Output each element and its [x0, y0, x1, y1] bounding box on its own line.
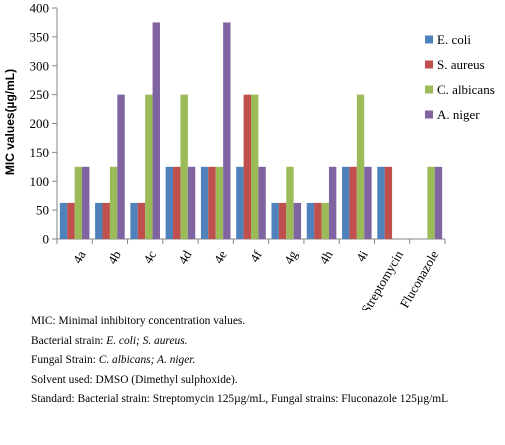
x-category-label: 4b: [104, 248, 123, 267]
bar: [215, 166, 224, 239]
y-tick-label: 100: [30, 174, 50, 189]
bar: [165, 166, 174, 239]
bar: [130, 202, 138, 239]
bar: [258, 166, 266, 239]
legend-swatch: [425, 35, 433, 44]
legend-label: C. albicans: [437, 82, 495, 97]
bar: [427, 166, 435, 239]
bar: [251, 94, 259, 239]
note-fungal-value: C. albicans; A. niger.: [98, 354, 196, 366]
bar: [377, 166, 385, 239]
y-tick-label: 200: [30, 116, 50, 131]
x-category-label: 4c: [140, 248, 159, 266]
y-tick-label: 50: [36, 203, 49, 218]
y-tick-label: 350: [30, 29, 50, 44]
bar: [137, 202, 146, 239]
bar: [321, 202, 329, 239]
note-standard: Standard: Bacterial strain: Streptomycin…: [31, 393, 449, 405]
y-tick-label: 150: [30, 145, 50, 160]
bar: [236, 166, 244, 239]
bar: [364, 166, 372, 239]
legend-label: E. coli: [437, 32, 471, 47]
note-mic: MIC: Minimal inhibitory concentration va…: [31, 315, 246, 327]
legend-swatch: [425, 85, 433, 94]
bar: [349, 166, 357, 239]
bar: [109, 166, 118, 239]
bar: [243, 94, 251, 239]
mic-bar-chart: MIC values(µg/mL) 0 50 100 150 200 250 300 350 4…: [3, 1, 495, 311]
note-fungal: Fungal Strain: C. albicans; A. niger.: [31, 351, 497, 371]
bar: [314, 202, 322, 239]
legend-swatch: [425, 110, 433, 119]
x-category-label: 4f: [247, 247, 266, 264]
y-axis: 0 50 100 150 200 250 300 350 400: [30, 1, 58, 247]
bar: [208, 166, 216, 239]
x-axis: 4a 4b 4c 4d 4e 4f 4g 4h 4iStreptomycinFluconazol…: [56, 238, 446, 310]
y-axis-label: MIC values(µg/mL): [3, 69, 17, 175]
y-tick-label: 250: [30, 87, 50, 102]
bar: [59, 202, 68, 239]
bar: [74, 166, 83, 239]
x-category-label: 4h: [316, 247, 336, 266]
bar: [434, 166, 443, 239]
bar: [293, 202, 302, 239]
x-category-label: 4a: [70, 248, 89, 266]
note-solvent: Solvent used: DMSO (Dimethyl sulphoxide)…: [31, 373, 238, 386]
bar: [328, 166, 337, 239]
legend-swatch: [425, 60, 433, 69]
note-bacterial: Bacterial strain: E. coli; S. aureus.: [31, 332, 497, 352]
bar: [152, 22, 160, 239]
bar: [180, 94, 188, 239]
x-category-label: 4d: [175, 247, 195, 266]
note-bacterial-label: Bacterial strain:: [31, 334, 107, 347]
bar: [82, 166, 90, 239]
bar: [306, 202, 315, 239]
bar: [356, 94, 365, 239]
bar: [384, 166, 393, 239]
legend: E. coli S. aureus C. albicans A. niger: [425, 32, 495, 122]
bar: [271, 202, 279, 239]
y-tick-label: 300: [30, 58, 50, 73]
bar: [342, 166, 350, 239]
x-category-label: 4e: [211, 248, 230, 266]
legend-label: S. aureus: [437, 57, 485, 72]
bar: [95, 202, 103, 239]
note-fungal-label: Fungal Strain:: [31, 354, 99, 366]
note-bacterial-value: E. coli; S. aureus.: [106, 334, 188, 347]
bar: [223, 22, 231, 239]
bar: [173, 166, 181, 239]
bar: [145, 94, 153, 239]
y-tick-label: 400: [30, 1, 50, 16]
bar: [102, 202, 110, 239]
bars: [59, 22, 443, 239]
x-category-label: 4i: [353, 248, 371, 265]
bar: [200, 166, 209, 239]
bar: [286, 166, 294, 239]
bar: [117, 94, 125, 239]
x-category-label: 4g: [281, 247, 301, 266]
y-tick-label: 0: [43, 232, 50, 247]
bar: [67, 202, 75, 239]
bar: [187, 166, 196, 239]
bar: [278, 202, 287, 239]
footnotes: MIC: Minimal inhibitory concentration va…: [31, 312, 497, 410]
legend-label: A. niger: [437, 107, 480, 122]
